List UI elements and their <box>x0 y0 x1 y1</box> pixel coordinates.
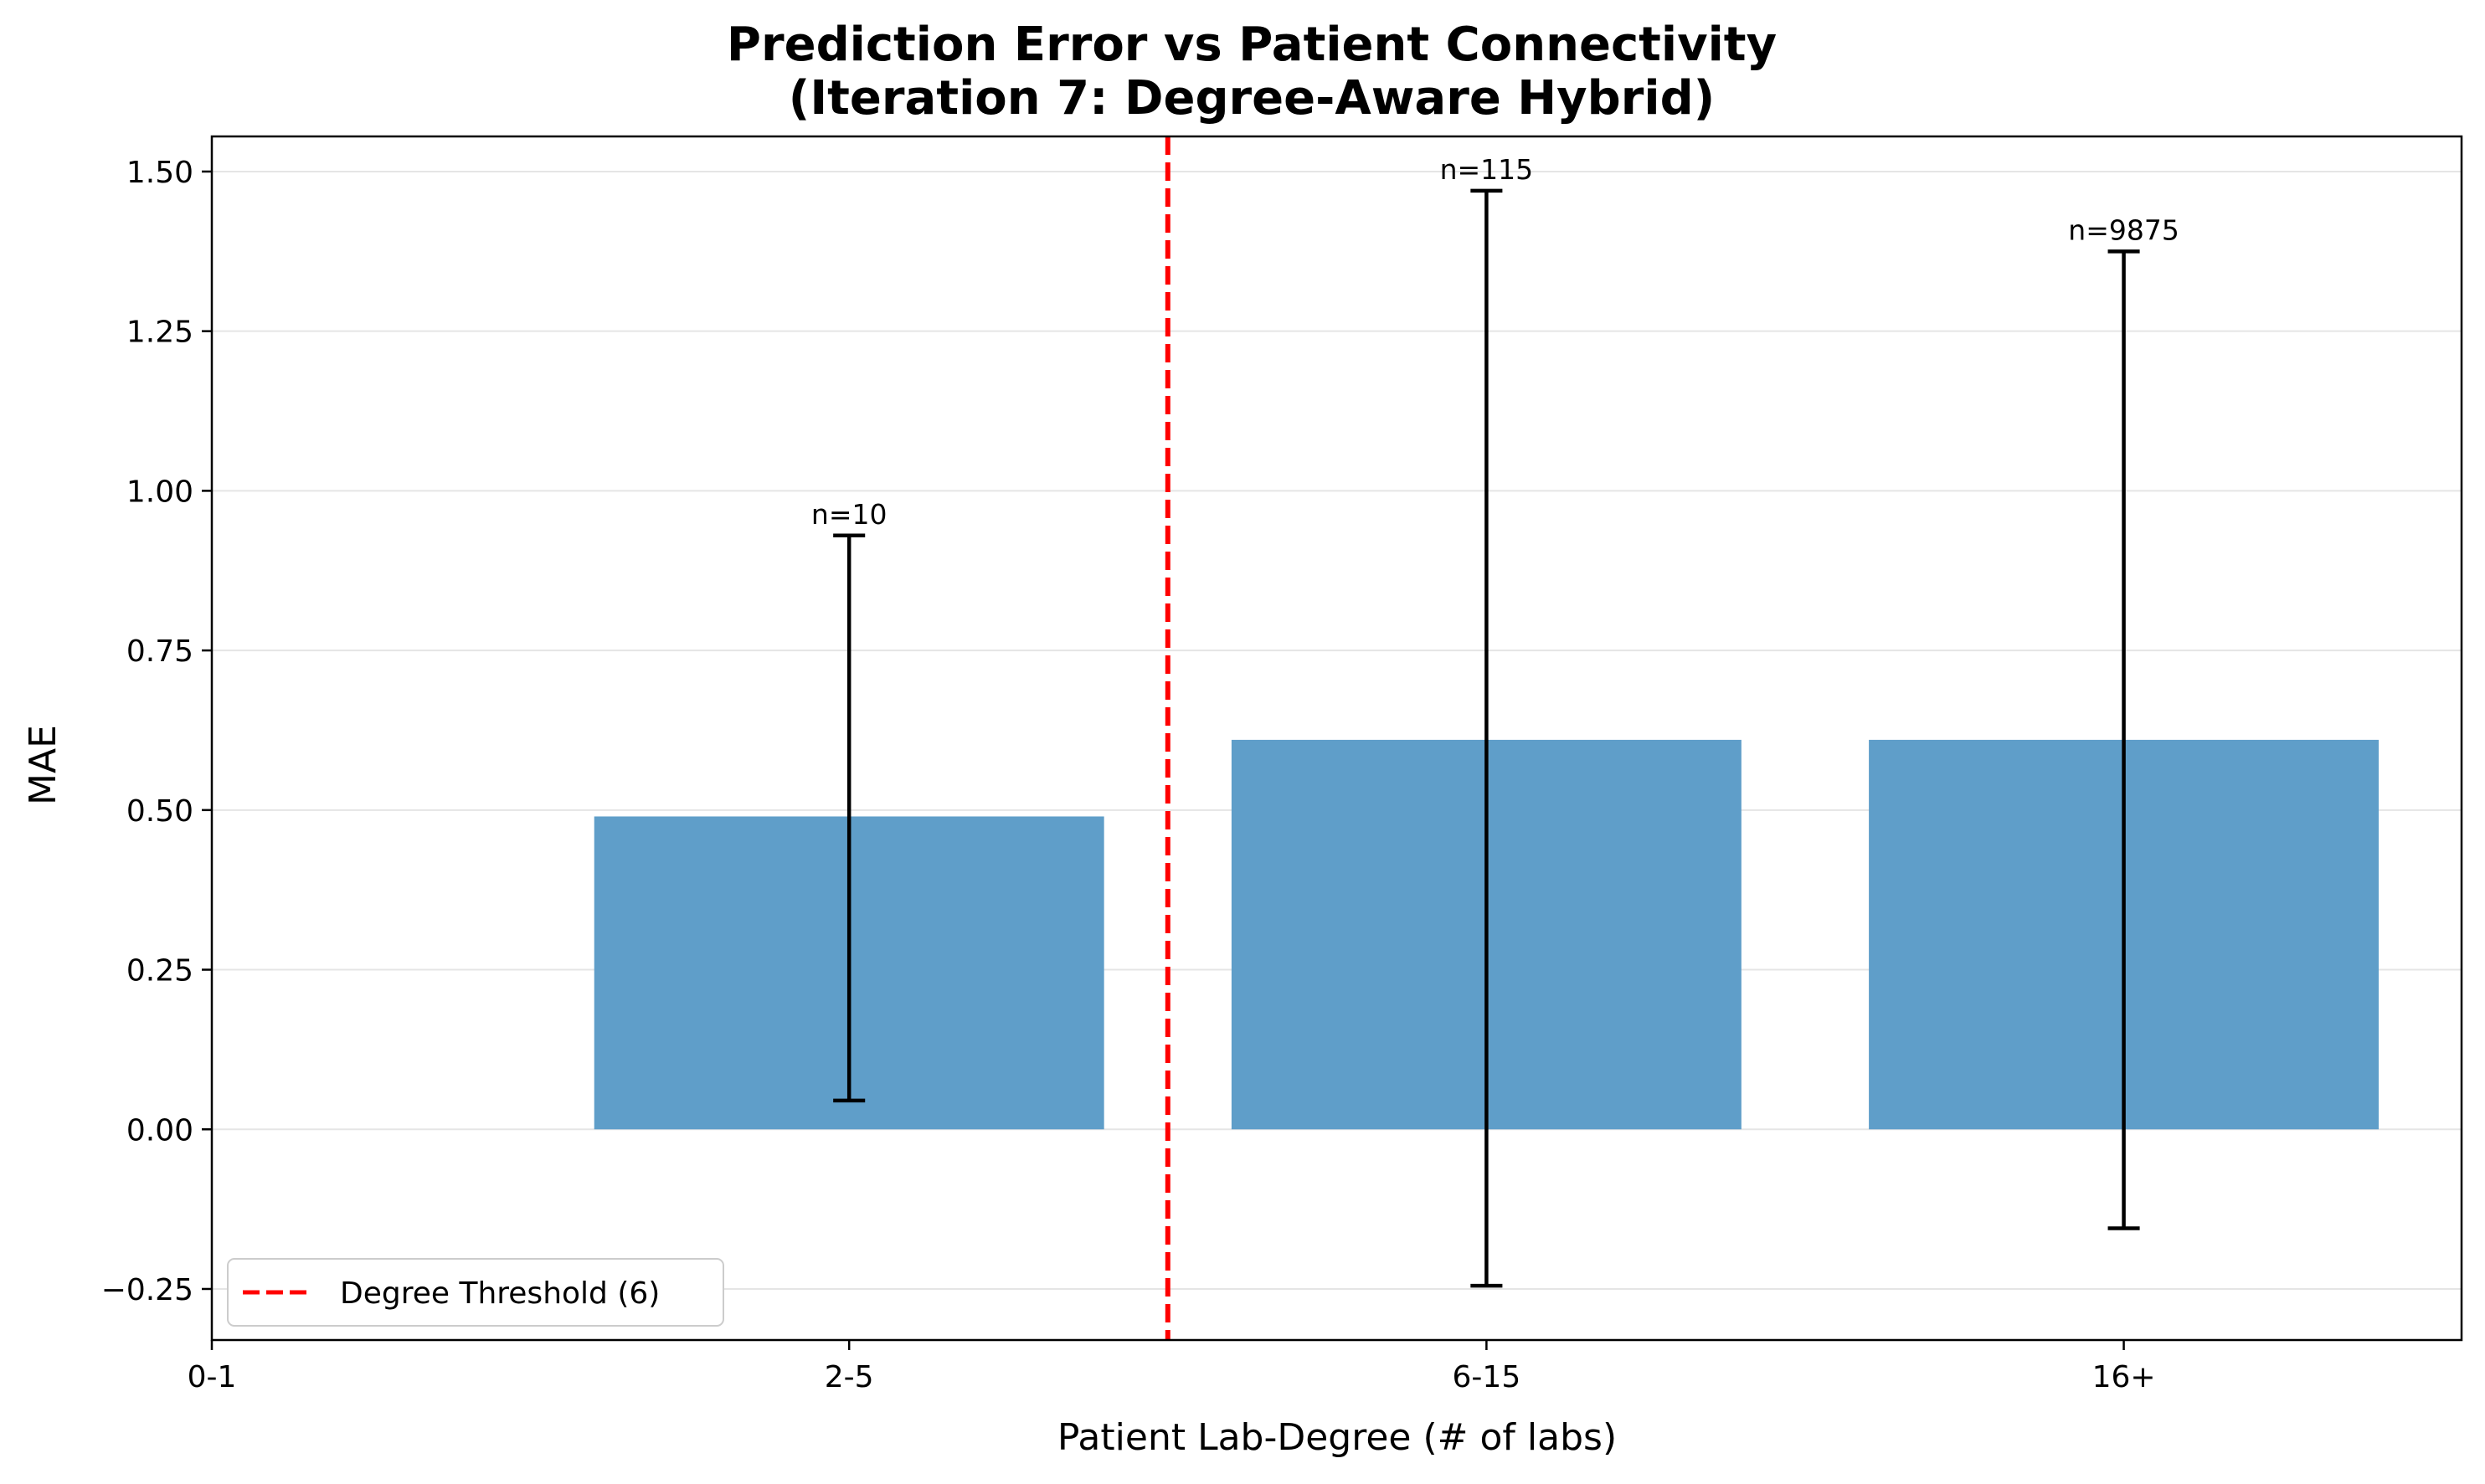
y-tick-label: −0.25 <box>101 1273 193 1307</box>
legend-threshold-label: Degree Threshold (6) <box>340 1276 660 1311</box>
y-tick-label: 0.75 <box>126 634 193 669</box>
legend: Degree Threshold (6) <box>227 1258 724 1327</box>
chart-title-line-1: Prediction Error vs Patient Connectivity <box>727 18 1777 72</box>
y-tick-label: 0.50 <box>126 794 193 829</box>
y-tick-label: 0.00 <box>126 1113 193 1148</box>
count-label: n=10 <box>811 498 888 531</box>
plot-frame <box>210 135 2463 1342</box>
x-tick-label: 16+ <box>2092 1360 2156 1394</box>
count-label: n=115 <box>1440 153 1534 186</box>
count-label: n=9875 <box>2068 213 2179 246</box>
chart-title-line-2: (Iteration 7: Degree-Aware Hybrid) <box>789 71 1716 126</box>
x-tick-label: 0-1 <box>188 1360 237 1394</box>
x-axis-ticks: 0-1 2-5 6-15 16+ <box>188 1340 2156 1394</box>
legend-box <box>227 1258 724 1327</box>
y-axis-label: MAE <box>22 725 64 805</box>
y-tick-label: 1.50 <box>126 156 193 190</box>
x-tick-label: 2-5 <box>825 1360 874 1394</box>
error-bars <box>833 188 2140 1288</box>
x-axis-label: Patient Lab-Degree (# of labs) <box>1057 1416 1617 1459</box>
y-axis-ticks: −0.25 0.00 0.25 0.50 0.75 1.00 1.25 1.50 <box>101 156 212 1307</box>
y-tick-label: 1.00 <box>126 475 193 509</box>
y-tick-label: 0.25 <box>126 954 193 988</box>
x-tick-label: 6-15 <box>1453 1360 1521 1394</box>
count-labels: n=10 n=115 n=9875 <box>811 153 2179 531</box>
y-tick-label: 1.25 <box>126 316 193 350</box>
